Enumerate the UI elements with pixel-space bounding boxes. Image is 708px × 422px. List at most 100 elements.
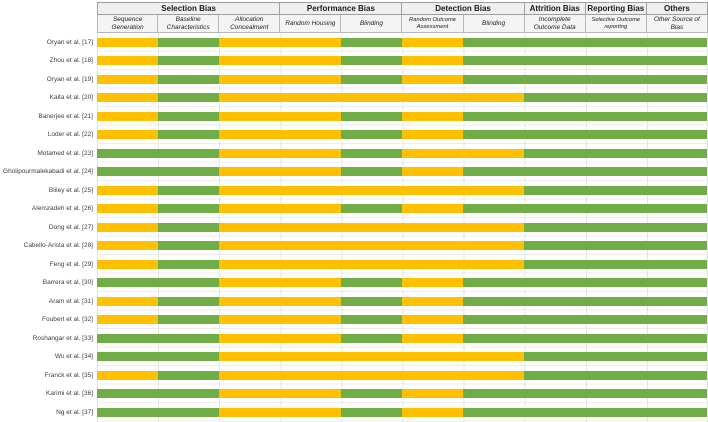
study-label: Foubert et al. [32] (42, 316, 93, 324)
rating-cell-yellow (402, 93, 463, 103)
rating-cell-yellow (280, 204, 341, 214)
rating-cell-green (341, 296, 402, 306)
rating-cell-green (585, 278, 646, 288)
rating-cell-yellow (219, 389, 280, 399)
rating-cell-green (158, 352, 219, 362)
rating-bar (97, 93, 707, 103)
rating-cell-green (158, 278, 219, 288)
rating-cell-green (463, 278, 524, 288)
rating-cell-yellow (219, 74, 280, 84)
rating-cell-green (158, 389, 219, 399)
rating-bar (97, 352, 707, 362)
rating-cell-green (341, 130, 402, 140)
column-group-header-row: Selection Bias Performance Bias Detection … (97, 2, 708, 15)
rating-cell-green (585, 167, 646, 177)
column-group-header: Reporting Bias (585, 2, 647, 15)
rating-cell-yellow (219, 185, 280, 195)
rating-cell-green (585, 241, 646, 251)
study-label: Franck et al. [35] (44, 371, 93, 379)
rating-cell-green (524, 130, 585, 140)
rating-cell-green (158, 315, 219, 325)
rating-cell-green (646, 296, 707, 306)
rating-cell-yellow (280, 222, 341, 232)
rating-cell-green (158, 56, 219, 66)
rating-cell-yellow (97, 315, 158, 325)
rating-cell-yellow (402, 278, 463, 288)
rating-cell-green (463, 333, 524, 343)
rating-cell-yellow (219, 352, 280, 362)
rating-cell-green (524, 333, 585, 343)
column-group-header: Others (646, 2, 708, 15)
column-header: Random Housing (280, 15, 342, 33)
rating-cell-green (158, 333, 219, 343)
table-row (97, 200, 707, 219)
rating-cell-green (158, 185, 219, 195)
rating-cell-yellow (402, 352, 463, 362)
rating-cell-green (524, 56, 585, 66)
rating-cell-yellow (280, 56, 341, 66)
rating-cell-green (646, 407, 707, 417)
table-row (97, 126, 707, 145)
rating-cell-green (646, 352, 707, 362)
rating-cell-green (158, 241, 219, 251)
rating-cell-green (524, 370, 585, 380)
rating-cell-yellow (402, 407, 463, 417)
rating-cell-green (646, 204, 707, 214)
rating-cell-green (646, 370, 707, 380)
rating-cell-yellow (402, 241, 463, 251)
rating-cell-green (97, 278, 158, 288)
rating-cell-yellow (341, 352, 402, 362)
rating-cell-yellow (219, 315, 280, 325)
rating-cell-green (524, 222, 585, 232)
rating-cell-green (158, 370, 219, 380)
rating-cell-green (524, 407, 585, 417)
rating-cell-green (463, 296, 524, 306)
rating-cell-green (524, 185, 585, 195)
study-label: Karimi et al. [36] (46, 390, 93, 398)
study-label: Aram et al. [31] (48, 297, 93, 305)
rating-cell-yellow (341, 93, 402, 103)
rating-cell-green (341, 56, 402, 66)
study-label: Roshangar et al. [33] (32, 334, 93, 342)
rating-cell-green (646, 278, 707, 288)
rating-cell-yellow (402, 111, 463, 121)
rating-cell-green (585, 37, 646, 47)
rating-cell-green (585, 204, 646, 214)
rating-cell-green (341, 37, 402, 47)
rating-cell-yellow (280, 93, 341, 103)
table-row (97, 274, 707, 293)
rating-cell-yellow (463, 259, 524, 269)
rating-cell-yellow (219, 333, 280, 343)
rating-cell-green (341, 278, 402, 288)
rating-bar (97, 185, 707, 195)
table-row (97, 292, 707, 311)
study-label: Banerjee et al. [21] (38, 112, 93, 120)
rating-cell-green (341, 74, 402, 84)
rating-cell-yellow (280, 37, 341, 47)
column-header: Blinding (463, 15, 525, 33)
table-row (97, 107, 707, 126)
study-label: Alemzadeh et al. [26] (31, 205, 93, 213)
rating-cell-yellow (280, 111, 341, 121)
rating-cell-yellow (97, 204, 158, 214)
study-label: Kaita et al. [20] (49, 94, 93, 102)
rating-bar (97, 241, 707, 251)
rating-cell-yellow (97, 130, 158, 140)
rating-cell-green (646, 37, 707, 47)
rating-bar (97, 148, 707, 158)
rating-cell-green (524, 241, 585, 251)
rating-cell-yellow (97, 111, 158, 121)
table-row (97, 255, 707, 274)
rating-cell-yellow (463, 148, 524, 158)
rating-cell-green (585, 148, 646, 158)
rating-cell-green (585, 333, 646, 343)
rating-cell-green (341, 111, 402, 121)
rating-cell-yellow (402, 389, 463, 399)
rating-grid (97, 33, 708, 422)
rating-cell-green (524, 259, 585, 269)
table-row (97, 403, 707, 422)
rating-cell-green (585, 296, 646, 306)
column-header: Allocation Concealment (219, 15, 281, 33)
rating-cell-green (463, 74, 524, 84)
rating-cell-green (585, 352, 646, 362)
